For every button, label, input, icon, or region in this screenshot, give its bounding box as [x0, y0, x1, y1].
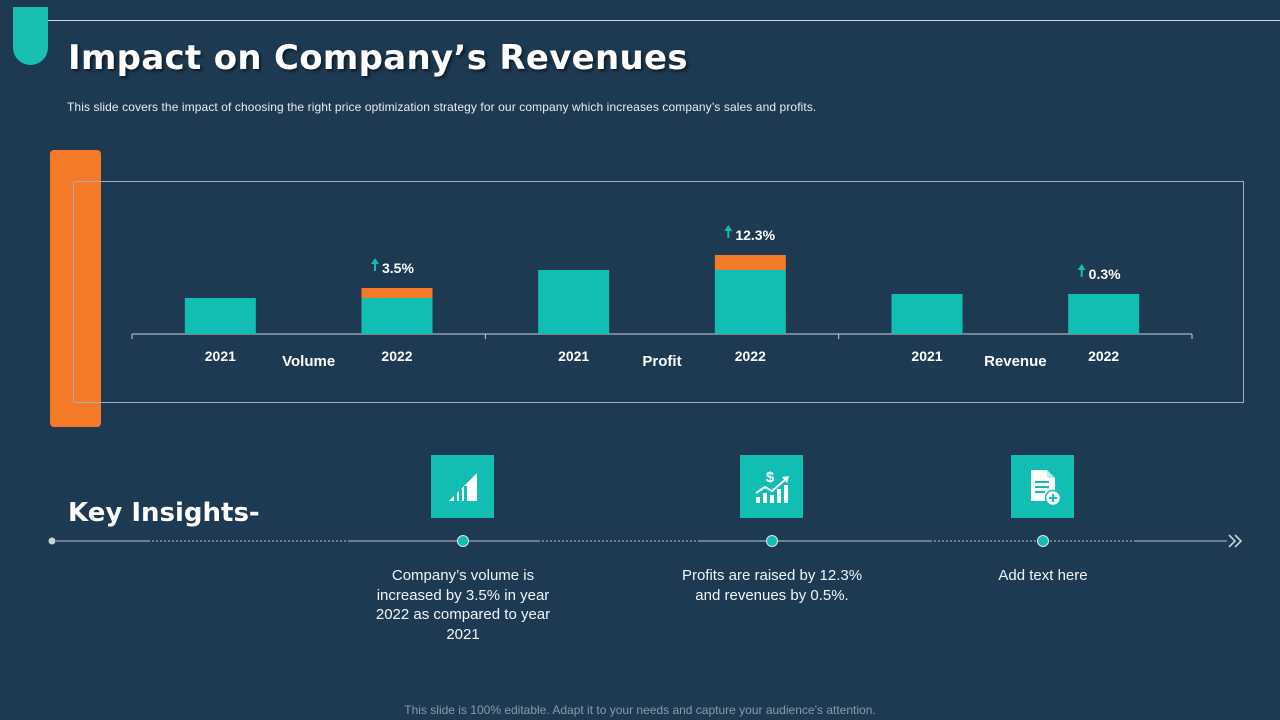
bar-revenue-2021-base [891, 294, 963, 334]
bar-growth-icon [448, 472, 477, 501]
change-data-label: 12.3% [735, 227, 775, 243]
page-subtitle: This slide covers the impact of choosing… [67, 100, 817, 114]
timeline-node [457, 535, 469, 547]
up-arrow-icon [1080, 269, 1083, 277]
insight-icon-box [431, 455, 494, 518]
svg-text:$: $ [765, 469, 774, 486]
top-divider-line [48, 20, 1280, 21]
bar-volume-2022-increase [361, 288, 433, 298]
bar-volume-2022-base [361, 298, 433, 334]
group-label: Profit [642, 353, 681, 370]
change-data-label: 0.3% [1089, 266, 1121, 282]
bar-volume-2021-base [184, 298, 256, 334]
key-insights-title: Key Insights- [68, 498, 260, 528]
bar-profit-2022-base [714, 270, 786, 334]
timeline-arrow-icon [1228, 534, 1237, 548]
footer-note: This slide is 100% editable. Adapt it to… [404, 703, 876, 717]
timeline-node [766, 535, 778, 547]
up-arrow-icon [727, 230, 730, 238]
insight-text-placeholder: Add text here [998, 567, 1088, 584]
group-label: Revenue [984, 353, 1047, 370]
up-arrow-icon [724, 225, 733, 231]
x-tick-label: 2021 [205, 348, 236, 364]
change-data-label: 3.5% [382, 260, 414, 276]
chart-frame [73, 181, 1244, 403]
bar-revenue-2022-base [1068, 294, 1140, 334]
timeline-start-dot [48, 537, 56, 545]
x-tick-label: 2022 [381, 348, 412, 364]
top-accent-tab [13, 7, 48, 65]
up-arrow-icon [371, 258, 379, 264]
x-tick-label: 2022 [735, 348, 766, 364]
bar-profit-2021-base [538, 270, 610, 334]
insight-text-volume: Company’s volume is increased by 3.5% in… [375, 567, 551, 643]
insight-text-profits: Profits are raised by 12.3% and revenues… [681, 567, 863, 604]
dollar-growth-chart-icon: $ [754, 469, 789, 503]
revenue-impact-chart: 2021 2022 3.5% Volume 2021 2022 12.3% Profit 202… [131, 225, 1193, 370]
page-title: Impact on Company’s Revenues [68, 38, 688, 78]
timeline-node [1037, 535, 1049, 547]
up-arrow-icon [1077, 264, 1086, 270]
x-tick-label: 2021 [911, 348, 942, 364]
timeline-arrow-icon [1234, 534, 1243, 548]
insight-icon-box: $ [740, 455, 803, 518]
orange-accent-bar [50, 150, 101, 427]
x-tick-label: 2022 [1088, 348, 1119, 364]
x-tick-label: 2021 [558, 348, 589, 364]
group-label: Volume [282, 353, 335, 370]
insight-icon-box [1011, 455, 1074, 518]
up-arrow-icon [374, 263, 376, 271]
add-document-icon [1030, 469, 1061, 506]
bar-profit-2022-increase [714, 255, 786, 270]
